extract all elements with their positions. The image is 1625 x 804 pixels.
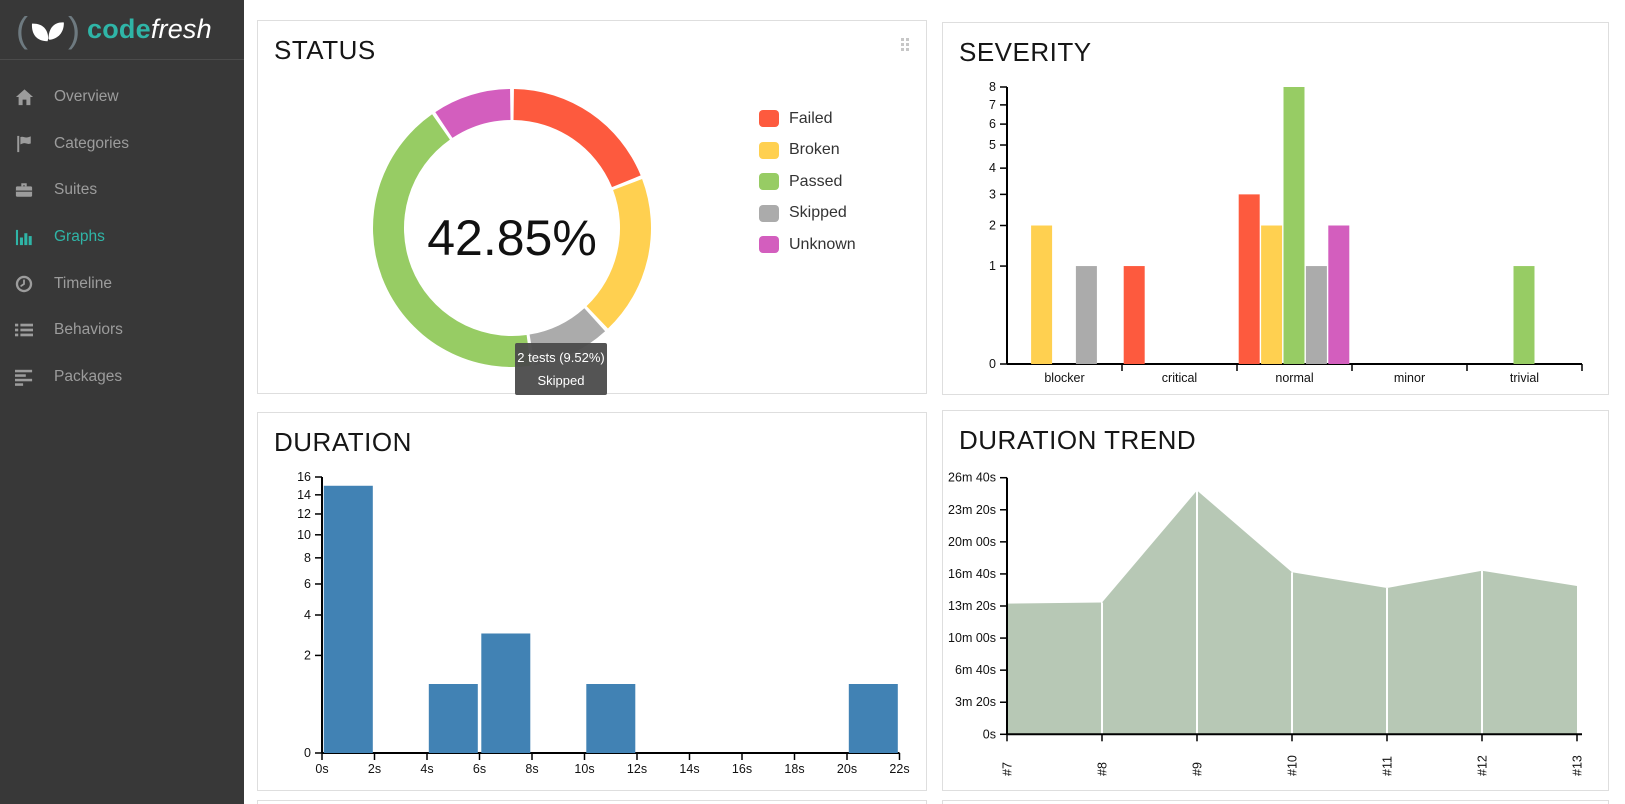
legend-item-passed[interactable]: Passed (759, 173, 856, 190)
align-left-icon (15, 367, 39, 387)
sidebar-item-suites[interactable]: Suites (0, 167, 244, 214)
brand-code: code (87, 14, 151, 44)
brand-text: codefresh (87, 14, 212, 45)
legend-label: Passed (789, 172, 843, 190)
codefresh-logo[interactable]: ( ) codefresh (0, 0, 244, 60)
bar-chart-icon (15, 227, 39, 247)
chart-tooltip: 2 tests (9.52%) Skipped (515, 343, 607, 395)
duration-trend-panel: DURATION TREND (942, 410, 1609, 791)
legend-label: Broken (789, 141, 840, 158)
legend-swatch (759, 110, 779, 127)
sidebar-item-label: Graphs (54, 228, 105, 246)
severity-panel: SEVERITY (942, 22, 1609, 395)
next-panel-left-edge (257, 800, 927, 804)
list-icon (15, 320, 39, 340)
sidebar-item-label: Packages (54, 367, 123, 385)
next-panel-right-edge (942, 800, 1609, 804)
duration-panel-title: DURATION (274, 427, 412, 457)
severity-panel-title: SEVERITY (959, 37, 1092, 67)
duration-trend-panel-title: DURATION TREND (959, 425, 1197, 455)
flag-icon (15, 134, 39, 154)
legend-swatch (759, 204, 779, 222)
sidebar: ( ) codefresh Overview Categories Suites Gr… (0, 0, 244, 804)
legend-swatch (759, 141, 779, 159)
sidebar-item-label: Overview (54, 88, 119, 106)
sidebar-item-label: Timeline (54, 274, 112, 292)
clock-icon (15, 274, 39, 294)
sidebar-item-label: Suites (54, 181, 98, 199)
drag-handle-icon[interactable] (901, 38, 909, 51)
tooltip-label: Skipped (537, 372, 585, 388)
home-icon (15, 87, 39, 107)
brand-fresh: fresh (150, 14, 212, 44)
sidebar-item-graphs[interactable]: Graphs (0, 214, 244, 261)
tooltip-value: 2 tests (9.52%) (517, 350, 605, 366)
legend-item-broken[interactable]: Broken (759, 141, 856, 159)
sidebar-item-packages[interactable]: Packages (0, 354, 244, 401)
duration-panel: DURATION (257, 412, 927, 791)
status-panel-title: STATUS (274, 35, 376, 65)
sidebar-item-timeline[interactable]: Timeline (0, 260, 244, 307)
legend-label: Skipped (789, 204, 847, 221)
suitcase-icon (15, 180, 39, 200)
logo-paren-close: ) (68, 8, 80, 50)
sidebar-item-label: Behaviors (54, 321, 123, 339)
legend-swatch (759, 236, 779, 253)
status-legend: Failed Broken Passed Skipped Unknown (759, 110, 856, 268)
legend-label: Failed (789, 109, 833, 127)
legend-swatch (759, 173, 779, 190)
logo-paren-open: ( (16, 8, 28, 50)
sidebar-item-behaviors[interactable]: Behaviors (0, 307, 244, 354)
sidebar-nav: Overview Categories Suites Graphs Timeline Be… (0, 74, 244, 400)
legend-item-failed[interactable]: Failed (759, 110, 856, 127)
sidebar-item-label: Categories (54, 134, 129, 152)
leaf-icon (30, 15, 66, 44)
sidebar-item-categories[interactable]: Categories (0, 121, 244, 168)
sidebar-item-overview[interactable]: Overview (0, 74, 244, 121)
status-percentage: 42.85% (427, 210, 597, 266)
legend-item-skipped[interactable]: Skipped (759, 204, 856, 222)
legend-label: Unknown (789, 235, 856, 253)
legend-item-unknown[interactable]: Unknown (759, 236, 856, 253)
